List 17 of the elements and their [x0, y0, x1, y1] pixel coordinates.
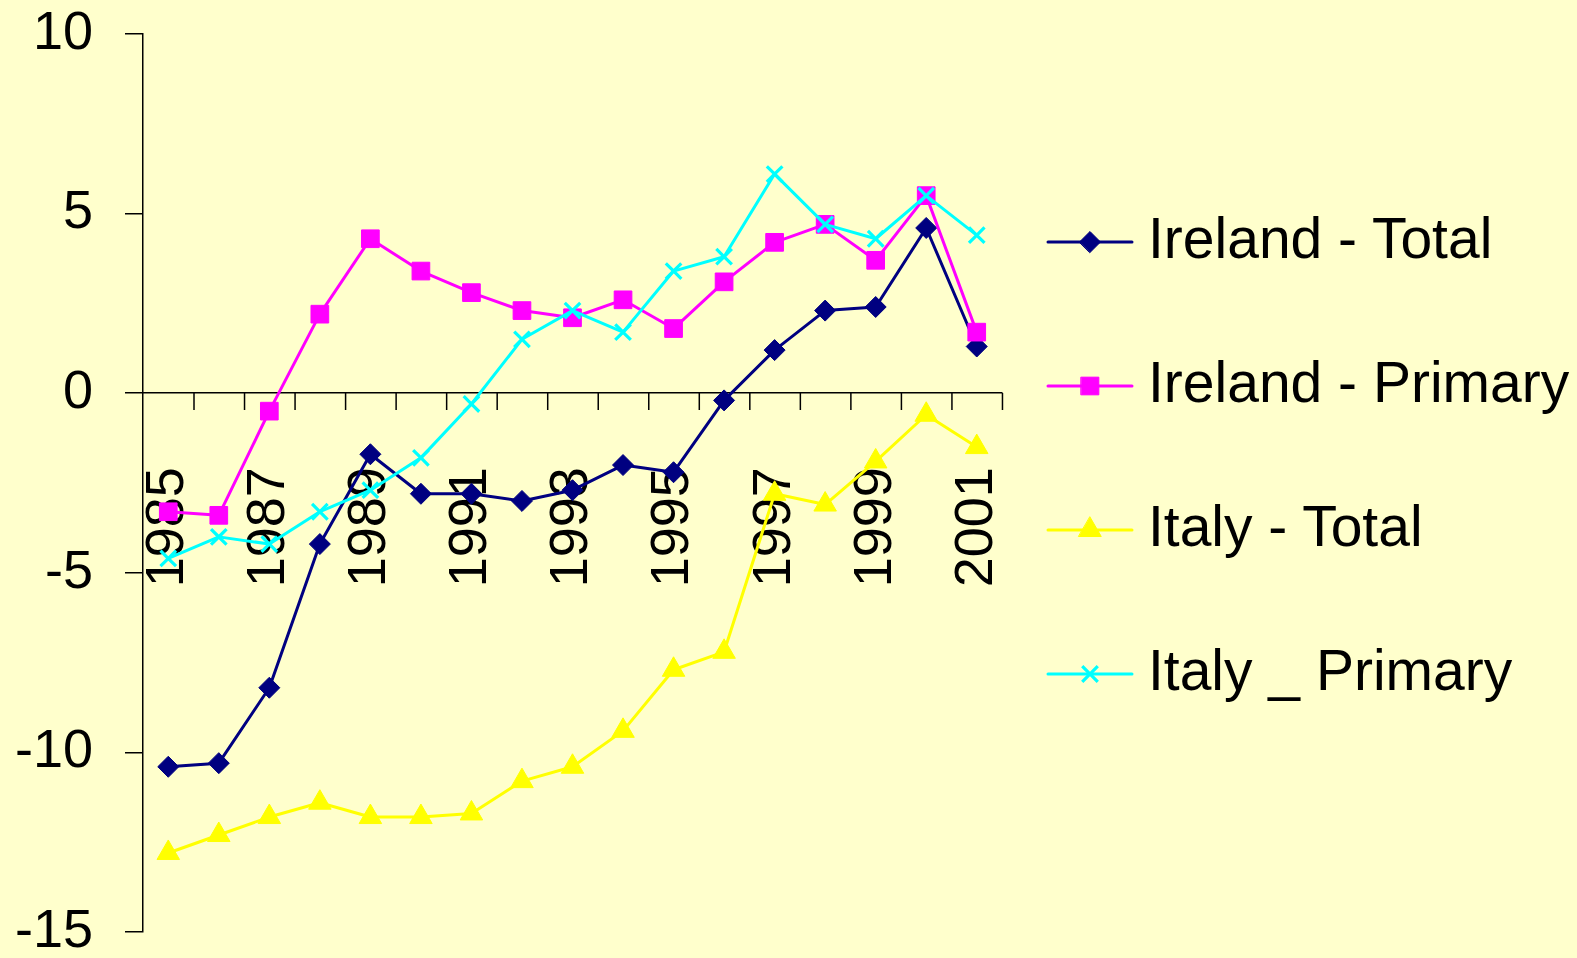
- x-tick-label: 1997: [740, 467, 801, 588]
- x-tick-label: 2001: [942, 467, 1003, 588]
- x-tick-label: 1993: [538, 467, 599, 588]
- x-tick-label: 1989: [336, 467, 397, 588]
- legend-label: Ireland - Primary: [1148, 349, 1570, 414]
- y-tick-label: 5: [62, 179, 93, 240]
- x-tick-label: 1991: [437, 467, 498, 588]
- x-tick-label: 1987: [235, 467, 296, 588]
- legend-label: Italy _ Primary: [1148, 637, 1513, 702]
- legend-label: Ireland - Total: [1148, 205, 1493, 270]
- y-tick-label: -10: [14, 718, 93, 779]
- x-tick-label: 1999: [841, 467, 902, 588]
- y-tick-label: -15: [14, 897, 93, 958]
- y-tick-label: 0: [62, 359, 93, 420]
- legend-label: Italy - Total: [1148, 493, 1423, 558]
- y-tick-label: 10: [32, 0, 93, 60]
- y-tick-label: -5: [44, 538, 93, 599]
